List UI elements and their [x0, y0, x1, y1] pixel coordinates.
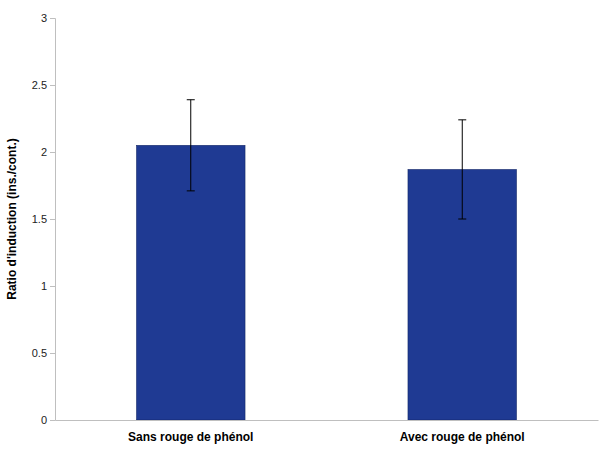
y-tick-mark: [50, 152, 55, 153]
y-tick-label: 2.5: [32, 79, 47, 91]
y-tick-label: 0.5: [32, 347, 47, 359]
error-bar: [187, 100, 195, 191]
error-bar: [458, 120, 466, 219]
y-tick-label: 1.5: [32, 213, 47, 225]
error-bar-line: [187, 100, 195, 191]
y-axis: 0 0.5 1 1.5 2 2.5 3: [32, 12, 56, 426]
x-tick: Avec rouge de phénol: [400, 420, 525, 444]
error-bar-line: [458, 120, 466, 219]
y-tick-mark: [50, 286, 55, 287]
chart: 0 0.5 1 1.5 2 2.5 3 Sans rouge de phénol Avec ro…: [0, 0, 604, 458]
y-tick: 3: [41, 12, 55, 24]
y-tick: 0: [41, 414, 55, 426]
x-axis: Sans rouge de phénol Avec rouge de phénol: [56, 420, 599, 444]
bars: [136, 145, 516, 420]
y-tick: 0.5: [32, 347, 55, 359]
y-tick-label: 2: [41, 146, 47, 158]
x-tick: Sans rouge de phénol: [128, 420, 253, 444]
y-tick-label: 0: [41, 414, 47, 426]
y-axis-title: Ratio d'induction (ins./cont.): [5, 138, 19, 300]
x-tick-label: Sans rouge de phénol: [128, 430, 253, 444]
y-tick: 1: [41, 280, 55, 292]
y-tick-mark: [50, 420, 55, 421]
y-tick-mark: [50, 85, 55, 86]
y-tick-label: 1: [41, 280, 47, 292]
error-bars: [187, 100, 467, 219]
y-tick-mark: [50, 353, 55, 354]
y-axis-line: [50, 19, 56, 421]
x-tick-label: Avec rouge de phénol: [400, 430, 525, 444]
y-tick-mark: [50, 18, 55, 19]
y-tick: 2: [41, 146, 55, 158]
x-axis-line: [56, 420, 599, 421]
y-tick: 1.5: [32, 213, 55, 225]
y-tick-label: 3: [41, 12, 47, 24]
y-tick-mark: [50, 219, 55, 220]
y-tick: 2.5: [32, 79, 55, 91]
